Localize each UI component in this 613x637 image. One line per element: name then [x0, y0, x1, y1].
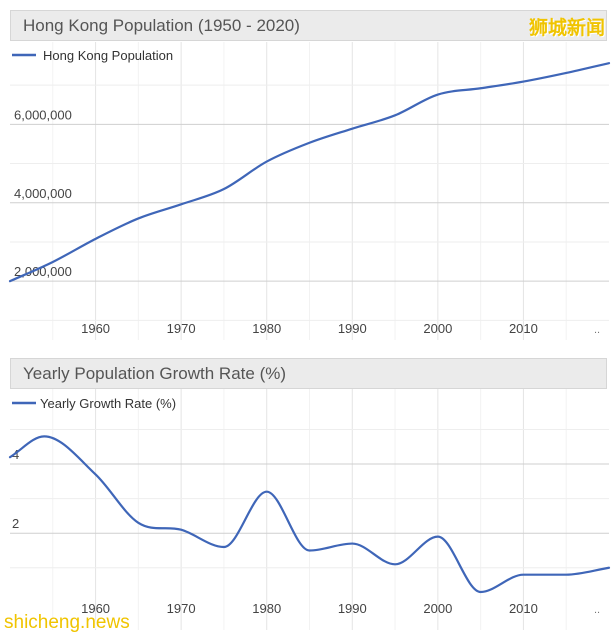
growth-rate-xtick-label: 2000: [423, 601, 452, 616]
growth-rate-xtick-trailing: ..: [594, 604, 600, 616]
growth-rate-chart-header: Yearly Population Growth Rate (%): [10, 358, 607, 389]
population-xtick-trailing: ..: [594, 324, 600, 336]
growth-rate-series-line: [8, 435, 611, 594]
population-series-line: [8, 62, 611, 283]
growth-rate-xtick-label: 1990: [338, 601, 367, 616]
growth-rate-xtick-label: 1970: [167, 601, 196, 616]
population-xtick-label: 1990: [338, 321, 367, 336]
population-ytick-label: 2,000,000: [14, 264, 72, 279]
population-xtick-label: 2000: [423, 321, 452, 336]
population-ytick-label: 6,000,000: [14, 107, 72, 122]
population-xtick-label: 2010: [509, 321, 538, 336]
growth-rate-xtick-label: 2010: [509, 601, 538, 616]
growth-rate-xtick-label: 1980: [252, 601, 281, 616]
population-xtick-label: 1970: [167, 321, 196, 336]
growth-rate-legend-label: Yearly Growth Rate (%): [40, 396, 176, 411]
population-xtick-label: 1960: [81, 321, 110, 336]
watermark-top-right: 狮城新闻: [528, 18, 605, 39]
population-legend-label: Hong Kong Population: [43, 48, 173, 63]
population-chart-header: Hong Kong Population (1950 - 2020): [10, 10, 607, 41]
population-xtick-label: 1980: [252, 321, 281, 336]
population-ytick-label: 4,000,000: [14, 186, 72, 201]
growth-rate-chart: 2 4 1960 1970 1980 1990 2000 2010.. Yearly Growt…: [0, 350, 613, 637]
growth-rate-xtick-label: 1960: [81, 601, 110, 616]
growth-rate-chart-title: Yearly Population Growth Rate (%): [23, 364, 287, 383]
population-chart-title: Hong Kong Population (1950 - 2020): [23, 16, 300, 35]
growth-rate-ytick-label: 2: [12, 516, 19, 531]
population-chart: 2,000,000 4,000,000 6,000,000 1960 1970 1980 1…: [8, 10, 611, 340]
population-chart-plot: 2,000,000 4,000,000 6,000,000 1960 1970 1980 1…: [8, 42, 611, 340]
watermark-bottom-left: shicheng.news: [4, 612, 130, 633]
